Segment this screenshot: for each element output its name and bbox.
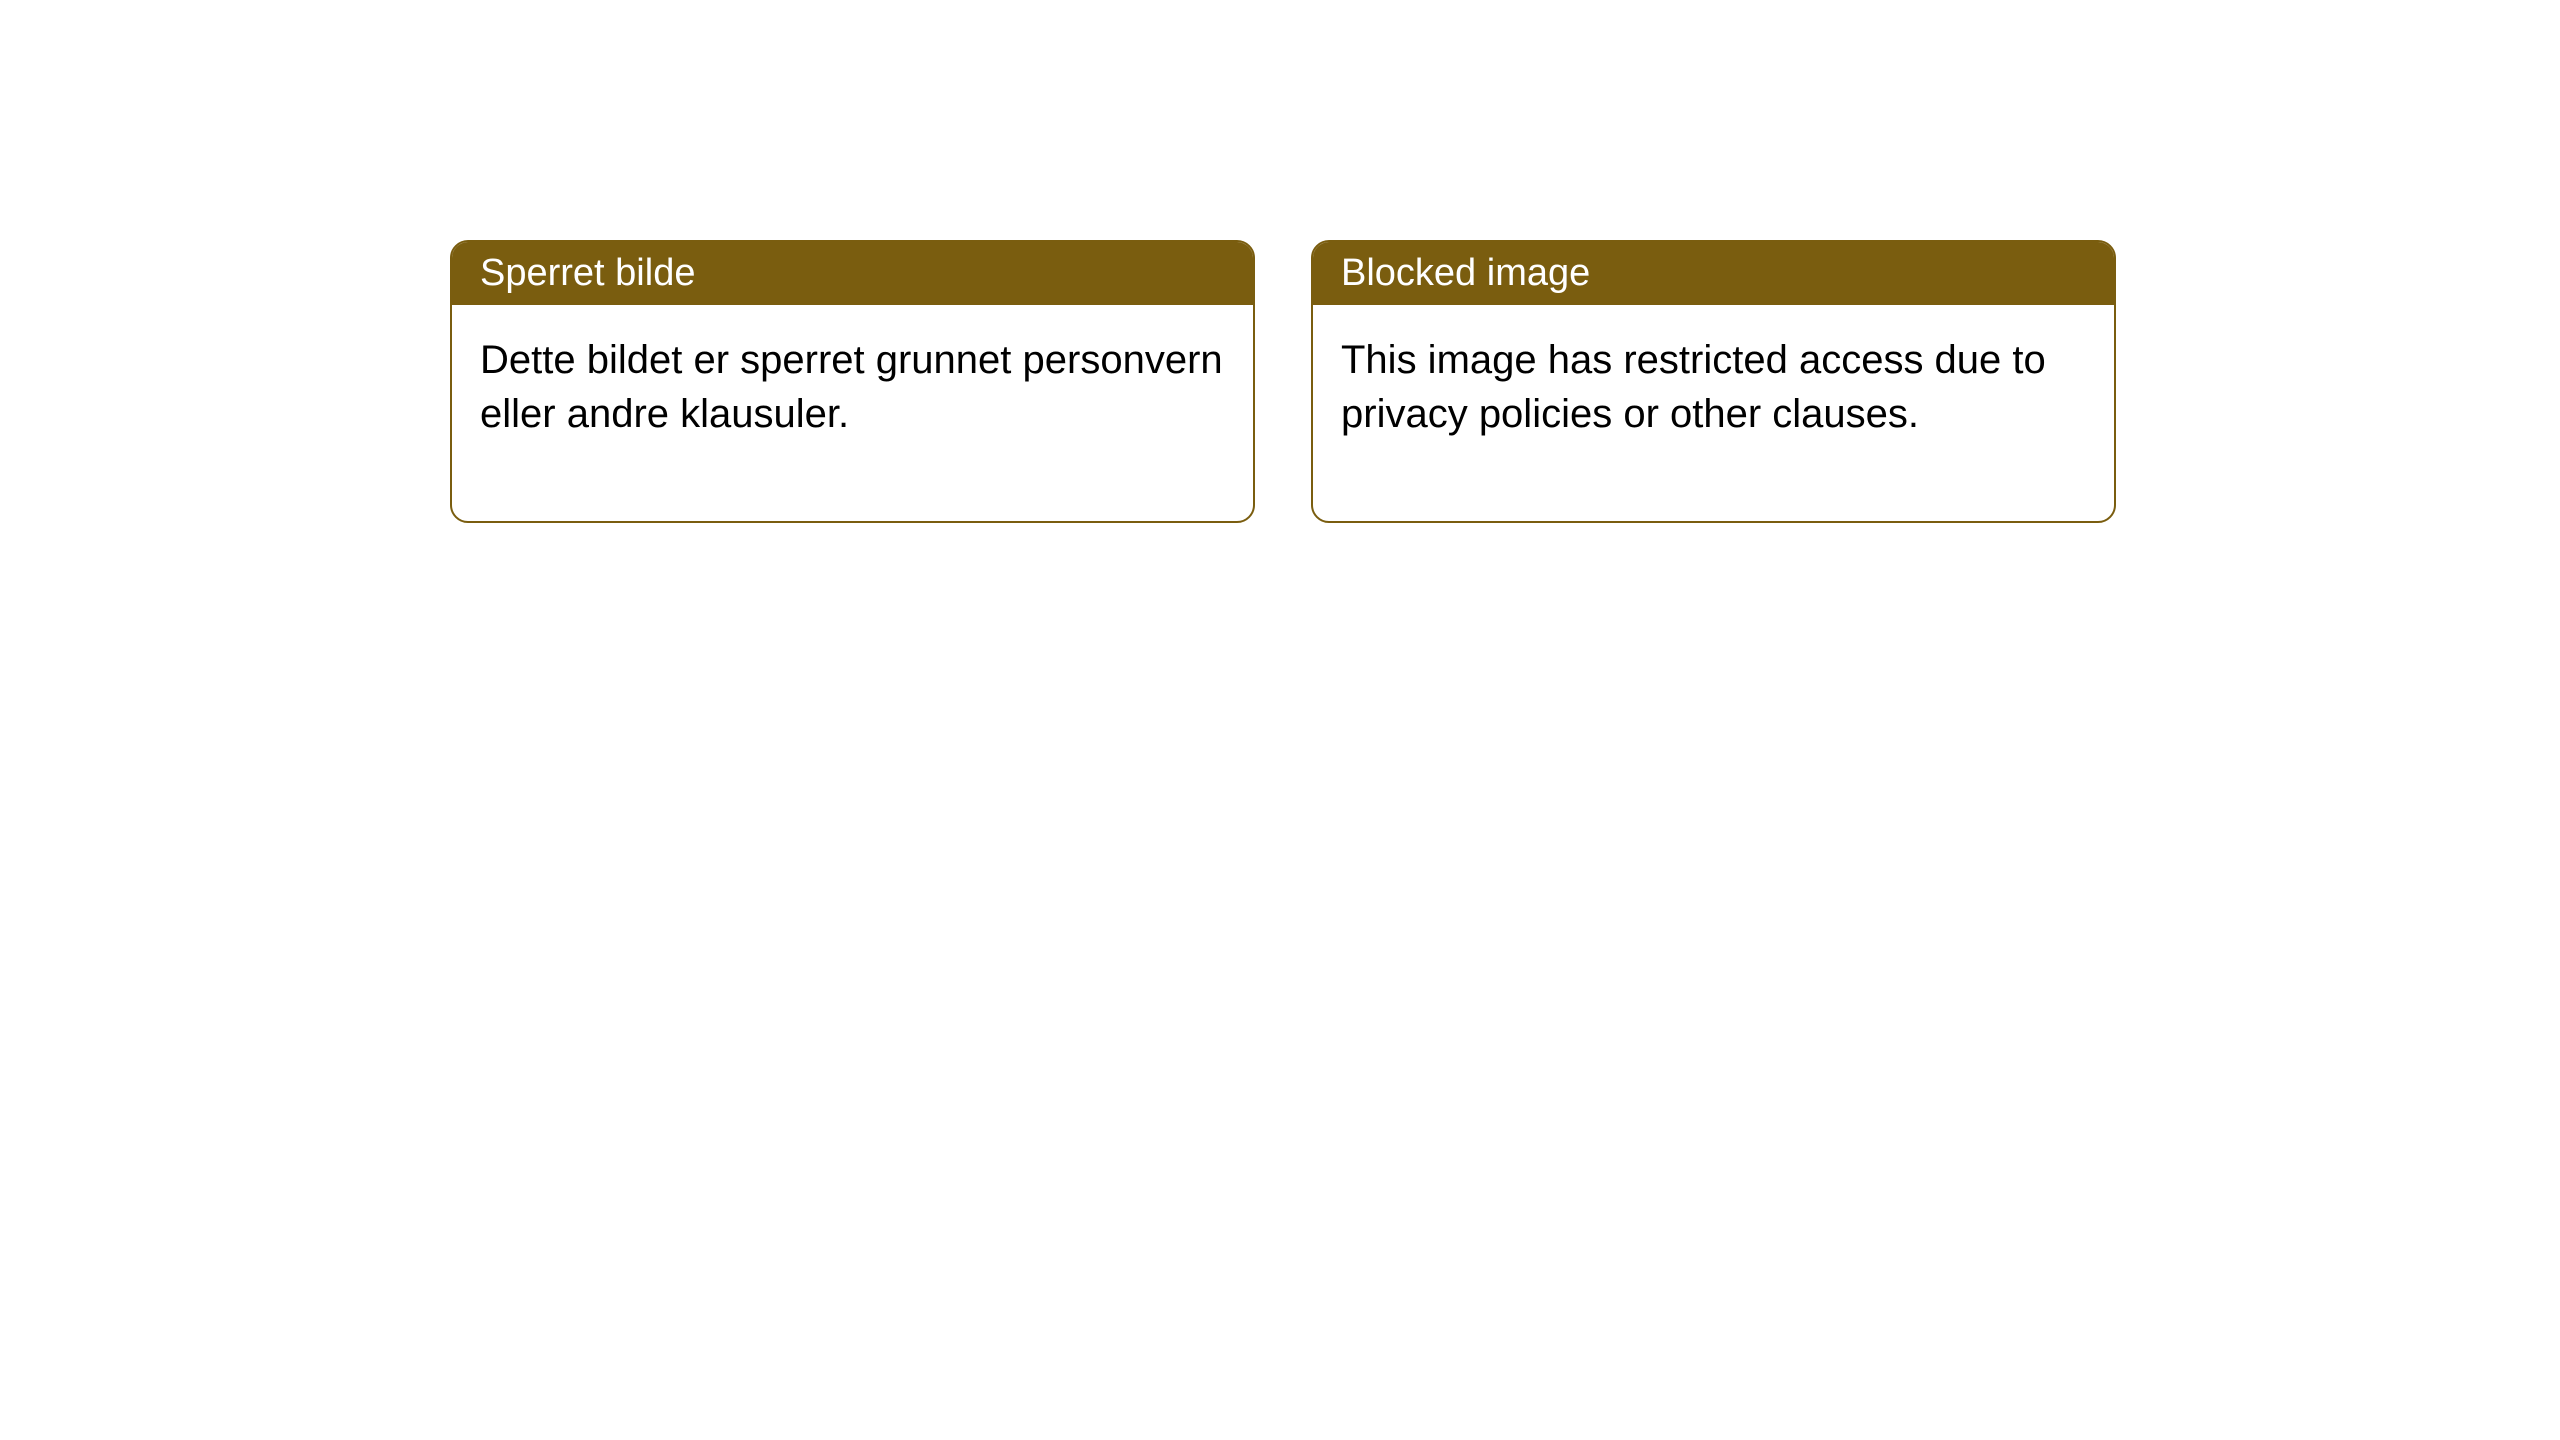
card-title: Blocked image [1341,252,1590,294]
card-body-text: This image has restricted access due to … [1341,338,2046,436]
card-body-text: Dette bildet er sperret grunnet personve… [480,338,1223,436]
notice-card-norwegian: Sperret bilde Dette bildet er sperret gr… [450,240,1255,523]
card-header: Blocked image [1313,242,2114,305]
card-header: Sperret bilde [452,242,1253,305]
card-body: This image has restricted access due to … [1313,305,2114,521]
notice-card-english: Blocked image This image has restricted … [1311,240,2116,523]
notice-cards-container: Sperret bilde Dette bildet er sperret gr… [450,240,2116,523]
card-title: Sperret bilde [480,252,695,294]
card-body: Dette bildet er sperret grunnet personve… [452,305,1253,521]
